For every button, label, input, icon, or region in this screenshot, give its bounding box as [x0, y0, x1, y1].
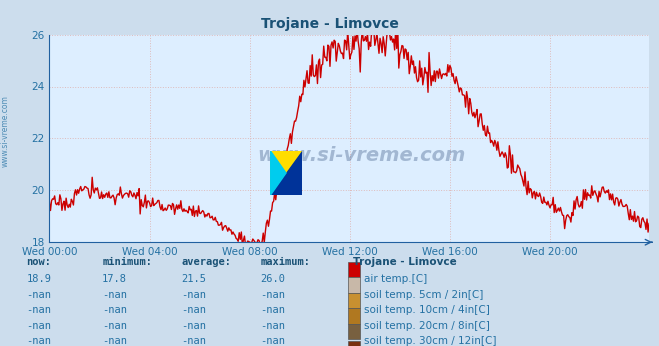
- Text: 26.0: 26.0: [260, 274, 285, 284]
- Bar: [348, 262, 360, 277]
- Text: -nan: -nan: [260, 336, 285, 346]
- Text: -nan: -nan: [26, 321, 51, 331]
- Text: Trojane - Limovce: Trojane - Limovce: [260, 17, 399, 31]
- Text: -nan: -nan: [102, 336, 127, 346]
- Text: maximum:: maximum:: [260, 257, 310, 267]
- Text: www.si-vreme.com: www.si-vreme.com: [257, 146, 465, 164]
- Text: -nan: -nan: [260, 321, 285, 331]
- Text: -nan: -nan: [181, 321, 206, 331]
- Text: 18.9: 18.9: [26, 274, 51, 284]
- Text: now:: now:: [26, 257, 51, 267]
- Text: -nan: -nan: [26, 336, 51, 346]
- Text: -nan: -nan: [181, 290, 206, 300]
- Bar: [348, 308, 360, 324]
- Text: -nan: -nan: [260, 305, 285, 315]
- Polygon shape: [270, 151, 286, 195]
- Bar: [348, 293, 360, 308]
- Polygon shape: [270, 151, 302, 195]
- Text: Trojane - Limovce: Trojane - Limovce: [353, 257, 456, 267]
- Text: -nan: -nan: [102, 290, 127, 300]
- Bar: [348, 324, 360, 339]
- Text: air temp.[C]: air temp.[C]: [364, 274, 428, 284]
- Text: -nan: -nan: [181, 336, 206, 346]
- Text: -nan: -nan: [260, 290, 285, 300]
- Bar: [348, 277, 360, 293]
- Polygon shape: [270, 151, 302, 195]
- Text: www.si-vreme.com: www.si-vreme.com: [1, 95, 10, 167]
- Text: -nan: -nan: [102, 321, 127, 331]
- Text: 21.5: 21.5: [181, 274, 206, 284]
- Text: soil temp. 20cm / 8in[C]: soil temp. 20cm / 8in[C]: [364, 321, 490, 331]
- Text: soil temp. 5cm / 2in[C]: soil temp. 5cm / 2in[C]: [364, 290, 484, 300]
- Text: -nan: -nan: [181, 305, 206, 315]
- Text: soil temp. 10cm / 4in[C]: soil temp. 10cm / 4in[C]: [364, 305, 490, 315]
- Text: -nan: -nan: [26, 290, 51, 300]
- Text: soil temp. 30cm / 12in[C]: soil temp. 30cm / 12in[C]: [364, 336, 497, 346]
- Text: minimum:: minimum:: [102, 257, 152, 267]
- Bar: [348, 341, 360, 346]
- Text: 17.8: 17.8: [102, 274, 127, 284]
- Text: average:: average:: [181, 257, 231, 267]
- Text: -nan: -nan: [26, 305, 51, 315]
- Text: -nan: -nan: [102, 305, 127, 315]
